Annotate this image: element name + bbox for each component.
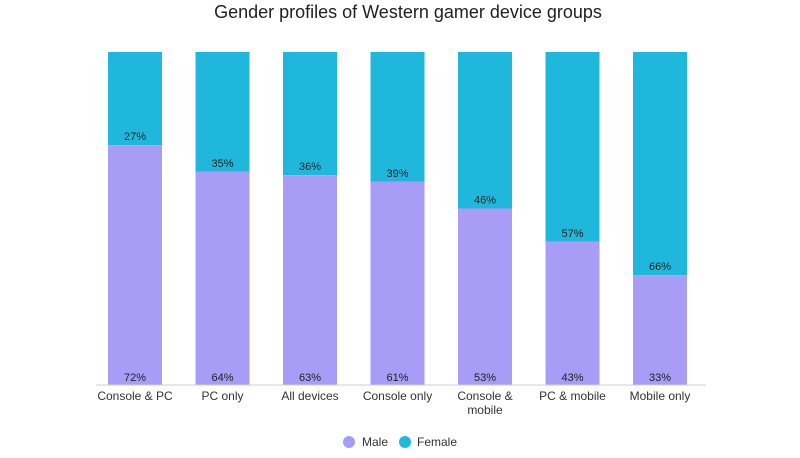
bar-female-console-and-pc [108, 52, 162, 146]
bar-female-mobile-only [633, 52, 687, 276]
chart-title: Gender profiles of Western gamer device … [214, 2, 602, 22]
legend: Male Female [343, 435, 457, 449]
data-label-male-pc-and-mobile: 43% [561, 372, 583, 384]
data-label-male-mobile-only: 33% [649, 372, 671, 384]
bar-male-console-and-pc [108, 145, 162, 385]
data-label-female-pc-only: 35% [211, 158, 233, 170]
data-label-male-pc-only: 64% [211, 372, 233, 384]
bar-male-mobile-only [633, 275, 687, 385]
data-label-female-console-and-mobile: 46% [474, 195, 496, 207]
data-label-male-all-devices: 63% [299, 372, 321, 384]
legend-label-male: Male [362, 435, 388, 449]
bars-group: 27% 72% 35% 64% 36% 63% 39% 61% 46% 53% 57% 43% 66% 3… [108, 52, 687, 385]
bar-female-pc-only [195, 52, 250, 172]
bar-female-console-and-mobile [458, 52, 512, 209]
data-label-female-all-devices: 36% [299, 161, 321, 173]
data-label-male-console-and-mobile: 53% [474, 372, 496, 384]
data-label-female-console-only: 39% [386, 168, 408, 180]
bar-male-console-and-mobile [458, 208, 512, 385]
category-label-all-devices: All devices [281, 389, 338, 403]
category-labels: Console & PC PC only All devices Console on… [97, 389, 690, 417]
category-label-pc-only: PC only [201, 389, 243, 403]
data-label-male-console-and-pc: 72% [124, 372, 146, 384]
legend-label-female: Female [417, 435, 457, 449]
bar-male-pc-only [195, 171, 250, 385]
bar-female-console-only [370, 52, 425, 182]
bar-male-console-only [370, 181, 425, 385]
category-label-mobile-only: Mobile only [630, 389, 691, 403]
data-label-female-mobile-only: 66% [649, 261, 671, 273]
bar-male-pc-and-mobile [545, 241, 600, 385]
data-label-female-pc-and-mobile: 57% [561, 228, 583, 240]
category-label-console-and-mobile: Console & mobile [457, 389, 512, 417]
legend-swatch-female [399, 436, 411, 448]
bar-female-pc-and-mobile [545, 52, 600, 242]
data-label-female-console-and-pc: 27% [124, 131, 146, 143]
category-label-pc-and-mobile: PC & mobile [539, 389, 606, 403]
category-label-console-and-pc: Console & PC [97, 389, 173, 403]
category-label-console-only: Console only [363, 389, 432, 403]
bar-female-all-devices [283, 52, 337, 176]
bar-male-all-devices [283, 175, 337, 385]
legend-swatch-male [343, 436, 355, 448]
data-label-male-console-only: 61% [386, 372, 408, 384]
